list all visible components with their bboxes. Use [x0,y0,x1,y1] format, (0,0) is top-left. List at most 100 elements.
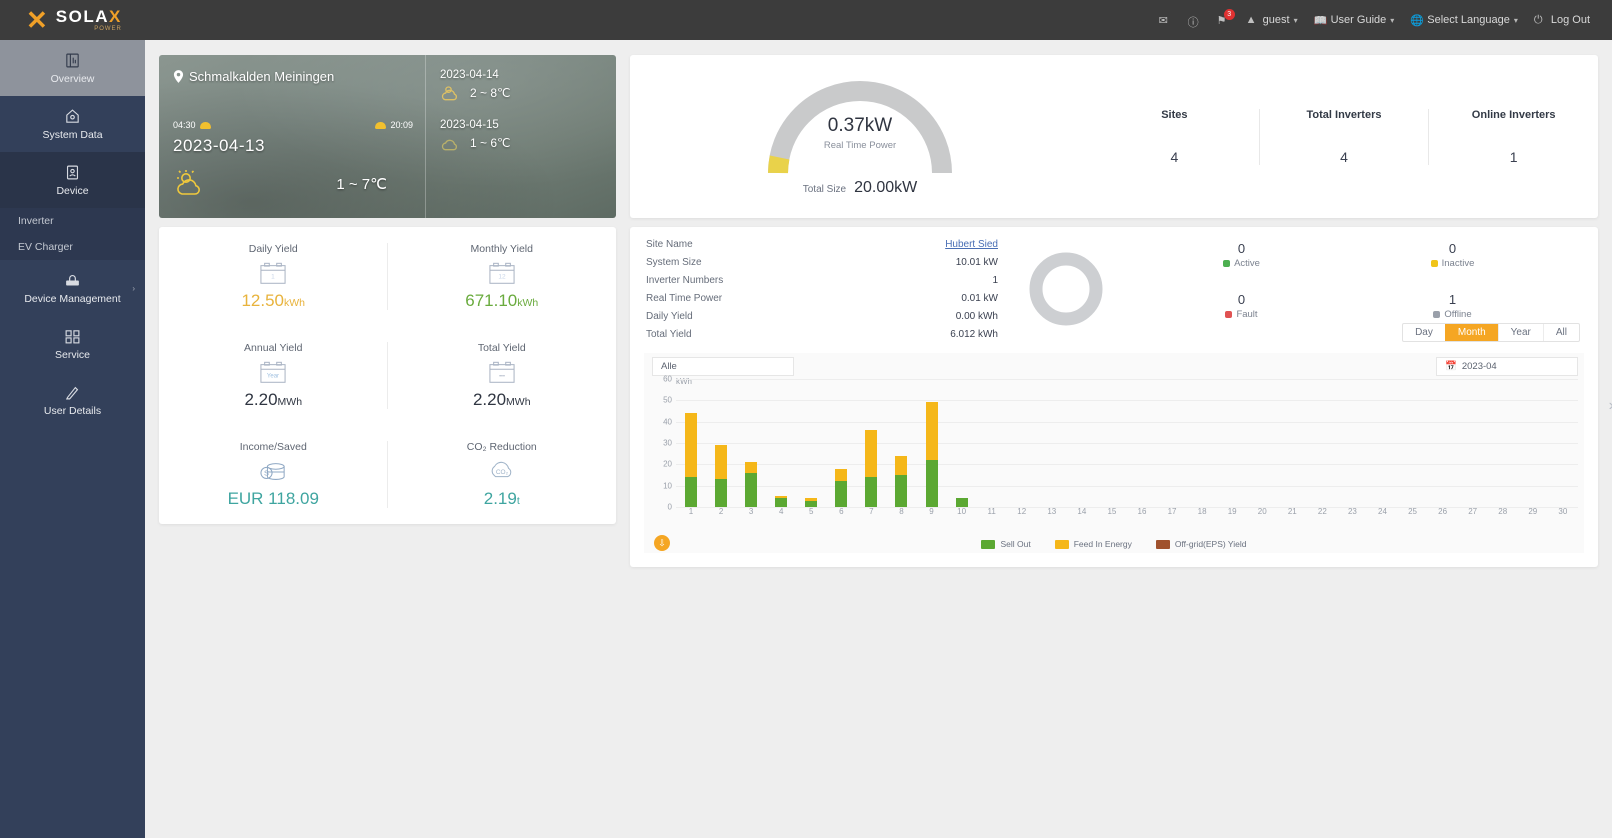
bar-column[interactable] [1367,379,1397,507]
forecast-row: 1 ~ 6℃ [440,133,606,153]
sidebar-item-system-data[interactable]: System Data [0,96,145,152]
bar-column[interactable] [1067,379,1097,507]
sidebar-item-device[interactable]: Device [0,152,145,208]
tab-all[interactable]: All [1542,324,1579,341]
info-label: Site Name [646,238,693,250]
sidebar-item-ev-charger[interactable]: EV Charger [18,241,73,253]
tab-year[interactable]: Year [1497,324,1543,341]
legend-sell-out[interactable]: Sell Out [981,539,1031,549]
bar-segment [685,477,698,507]
bar-column[interactable] [1518,379,1548,507]
bar-column[interactable] [1458,379,1488,507]
sidebar-item-device-management[interactable]: Device Management › [0,260,145,316]
bar-column[interactable] [1037,379,1067,507]
user-menu[interactable]: ▲ guest ▾ [1246,14,1298,27]
yield-cards: Daily Yield 1 12.50kWh Monthly Yield 12 … [159,227,616,524]
info-label: Inverter Numbers [646,274,724,286]
bar-segment [835,481,848,507]
yield-title: CO₂ Reduction [466,440,537,453]
bar-column[interactable] [1007,379,1037,507]
next-page-icon[interactable]: › [1609,397,1612,415]
y-tick-label: 20 [663,459,672,469]
logout-button[interactable]: ⏻ Log Out [1534,14,1590,27]
bar-column[interactable] [1247,379,1277,507]
x-tick-label: 25 [1408,507,1417,516]
logout-label: Log Out [1550,14,1590,26]
gridline [676,443,1578,444]
message-icon[interactable]: ✉ [1158,14,1168,27]
info-row: Inverter Numbers 1 [646,271,1006,289]
bar-column[interactable] [947,379,977,507]
bar-segment [895,475,908,507]
bar-segment [715,479,728,507]
x-tick-label: 15 [1107,507,1117,516]
y-tick-label: 50 [663,395,672,405]
bar-column[interactable] [1127,379,1157,507]
bar-column[interactable] [1337,379,1367,507]
bar-column[interactable] [796,379,826,507]
gridline [676,464,1578,466]
bar-column[interactable] [917,379,947,507]
bar-column[interactable] [1398,379,1428,507]
bar-column[interactable] [1548,379,1578,507]
x-tick-label: 29 [1528,507,1538,516]
sidebar-item-inverter[interactable]: Inverter [18,215,54,227]
bar-column[interactable] [826,379,856,507]
bar-column[interactable] [886,379,916,507]
info-value: 0.00 kWh [955,310,998,322]
sidebar-item-user-details[interactable]: User Details [0,372,145,428]
book-icon: 📖 [1313,14,1328,27]
bar-column[interactable] [1488,379,1518,507]
stat-group: Sites 4 Total Inverters 4 Online Inverte… [1090,91,1598,183]
yield-value: 12.50kWh [241,290,306,310]
x-tick-label: 12 [1017,507,1027,516]
svg-text:CO₂: CO₂ [496,468,509,475]
bar-column[interactable] [856,379,886,507]
bar-column[interactable] [676,379,706,507]
bar-column[interactable] [706,379,736,507]
download-icon[interactable]: ⇩ [654,535,670,551]
legend-off-grid[interactable]: Off-grid(EPS) Yield [1155,539,1247,549]
chevron-right-icon: › [132,283,135,293]
site-detail-top: Site Name Hubert Sied System Size 10.01 kW… [630,227,1598,342]
bar-column[interactable] [1157,379,1187,507]
bar-segment [895,455,908,475]
bar-segment [715,445,728,480]
bar-column[interactable] [1428,379,1458,507]
info-value[interactable]: Hubert Sied [945,238,998,250]
tab-day[interactable]: Day [1415,327,1433,338]
bar-column[interactable] [1217,379,1247,507]
brand-logo[interactable]: ✕ SOLAX POWER [0,7,122,33]
tab-month[interactable]: Month [1444,324,1498,341]
x-axis: 1 2 3 4 5 6 7 8 9 10 11 12 13 14 15 16 17 18 19 20 21 22 23 24 2… [676,507,1578,523]
language-menu[interactable]: 🌐 Select Language ▾ [1410,14,1518,27]
notification-icon[interactable]: ⚑ 3 [1217,8,1235,27]
legend-feed-in[interactable]: Feed In Energy [1054,539,1132,549]
y-tick-label: 60 [663,374,672,384]
yield-title: Monthly Yield [470,242,533,255]
brand-name: SOLAX [55,7,122,26]
bar-column[interactable] [736,379,766,507]
info-label: Total Yield [646,328,692,340]
bar-column[interactable] [977,379,1007,507]
bar-column[interactable] [1277,379,1307,507]
date-picker[interactable]: 📅 2023-04 [1436,357,1578,376]
gauge-arc [768,81,952,174]
legend-swatch [981,539,996,549]
bar-column[interactable] [1187,379,1217,507]
gauge-readout: 0.37kW Real Time Power [630,115,1090,151]
bar-column[interactable] [1307,379,1337,507]
user-guide-menu[interactable]: 📖 User Guide ▾ [1314,14,1395,27]
site-select[interactable]: Alle [652,357,794,376]
svg-text:12: 12 [498,273,506,280]
yield-card-income: Income/Saved S EUR 118.09 [159,425,388,524]
bar-column[interactable] [766,379,796,507]
bar-column[interactable] [1097,379,1127,507]
yield-card-annual: Annual Yield Year 2.20MWh [159,326,388,425]
sidebar-item-service[interactable]: Service [0,316,145,372]
x-tick-label: 6 [839,507,844,516]
help-icon[interactable]: ⓘ [1187,16,1199,29]
chart-controls: Alle 📅 2023-04 [644,353,1584,376]
sidebar-item-overview[interactable]: Overview [0,40,145,96]
x-tick-label: 30 [1558,507,1568,516]
